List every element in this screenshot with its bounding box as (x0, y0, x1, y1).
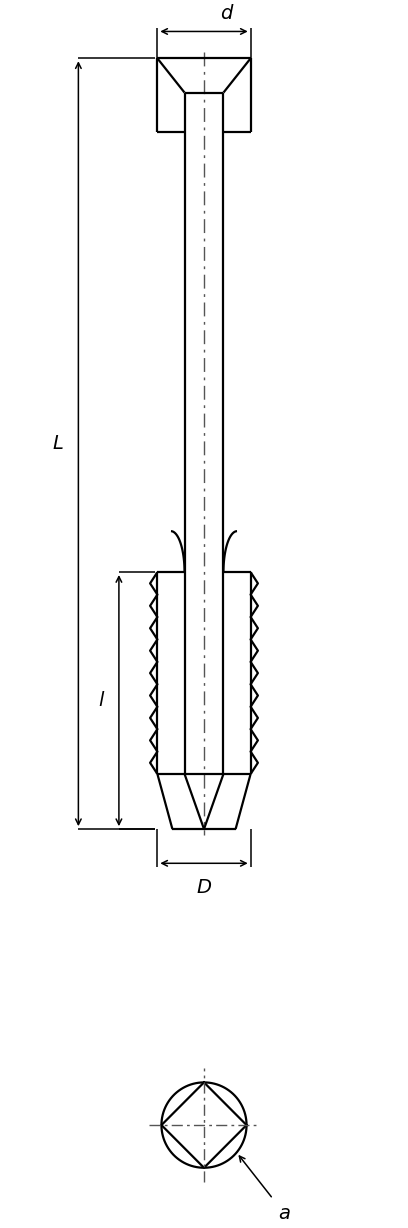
Text: d: d (220, 4, 233, 22)
Text: D: D (197, 878, 211, 898)
Text: a: a (278, 1205, 290, 1223)
Text: l: l (98, 691, 103, 710)
Text: L: L (53, 435, 64, 453)
